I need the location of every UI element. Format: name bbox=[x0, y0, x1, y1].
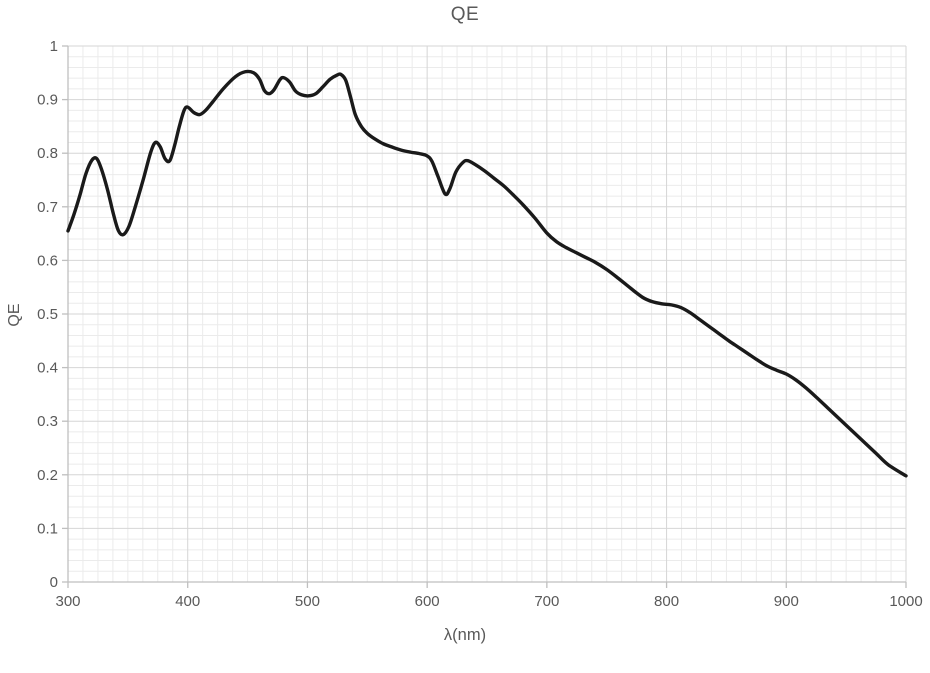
y-tick-label: 0.4 bbox=[37, 360, 58, 377]
y-tick-label: 0.9 bbox=[37, 92, 58, 109]
x-tick-label: 900 bbox=[774, 593, 799, 610]
x-tick-label: 500 bbox=[295, 593, 320, 610]
y-axis-title: QE bbox=[6, 303, 23, 327]
y-tick-label: 0 bbox=[50, 574, 58, 591]
y-tick-label: 0.8 bbox=[37, 145, 58, 162]
x-tick-label: 400 bbox=[175, 593, 200, 610]
x-tick-label: 800 bbox=[654, 593, 679, 610]
y-tick-label: 0.7 bbox=[37, 199, 58, 216]
x-tick-label: 300 bbox=[55, 593, 80, 610]
y-tick-label: 0.6 bbox=[37, 252, 58, 269]
y-tick-label: 0.1 bbox=[37, 520, 58, 537]
x-axis-title: λ(nm) bbox=[443, 626, 487, 644]
y-tick-label: 0.5 bbox=[37, 306, 58, 323]
y-tick-label: 0.2 bbox=[37, 467, 58, 484]
chart-title: QE bbox=[450, 4, 480, 25]
x-tick-label: 1000 bbox=[889, 593, 922, 610]
x-tick-label: 700 bbox=[534, 593, 559, 610]
x-tick-label: 600 bbox=[415, 593, 440, 610]
y-tick-label: 0.3 bbox=[37, 413, 58, 430]
y-tick-label: 1 bbox=[50, 38, 58, 55]
qe-curve bbox=[66, 69, 908, 478]
